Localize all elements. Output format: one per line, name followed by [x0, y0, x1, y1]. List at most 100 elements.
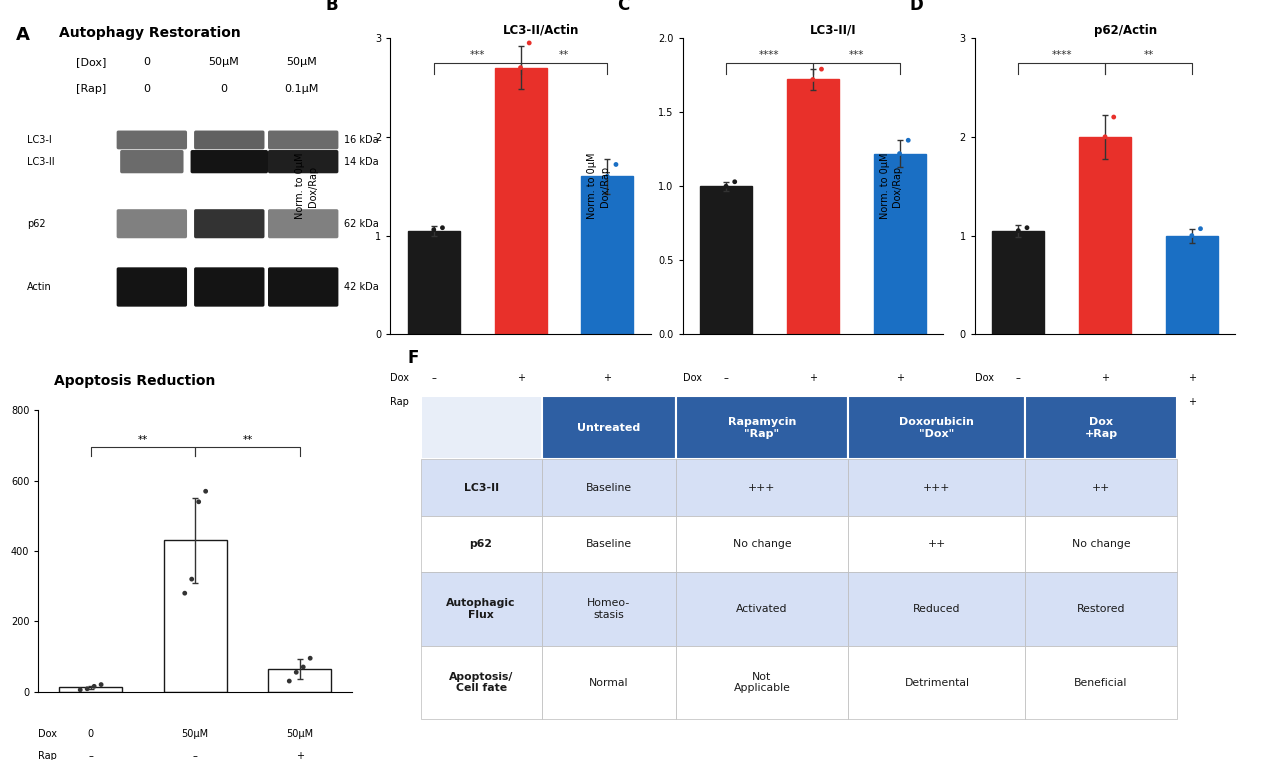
Point [589, 188, 609, 200]
Point [1000, 227, 1020, 239]
Point [1190, 223, 1211, 235]
Text: Not
Applicable: Not Applicable [733, 672, 790, 693]
Text: +: + [603, 397, 612, 407]
Bar [541, 646, 676, 719]
Text: Dox: Dox [682, 373, 701, 383]
Bar [541, 572, 676, 646]
Text: p62: p62 [27, 219, 46, 229]
Text: **: ** [559, 50, 570, 60]
Text: LC3-II: LC3-II [27, 157, 55, 166]
Text: 14 kDa: 14 kDa [343, 157, 379, 166]
Title: LC3-II/Actin: LC3-II/Actin [503, 24, 580, 36]
Text: Baseline: Baseline [585, 539, 631, 549]
FancyBboxPatch shape [268, 150, 338, 173]
FancyBboxPatch shape [195, 209, 265, 239]
Text: +: + [603, 373, 612, 383]
Text: 50μM: 50μM [209, 57, 239, 67]
Text: Apoptosis Reduction: Apoptosis Reduction [54, 374, 215, 388]
Text: [Dox]: [Dox] [76, 57, 106, 67]
Text: +++: +++ [923, 483, 951, 492]
Point [707, 185, 727, 197]
Point [596, 170, 617, 182]
Text: –: – [723, 373, 728, 383]
Text: 0.1μM: 0.1μM [284, 84, 319, 94]
Point [285, 667, 306, 679]
Bar [873, 154, 925, 334]
Text: D: D [910, 0, 924, 14]
Point [174, 587, 195, 599]
Text: ****: **** [1051, 50, 1071, 60]
Bar [541, 516, 676, 572]
Bar [787, 80, 838, 334]
FancyBboxPatch shape [191, 150, 268, 173]
Point [196, 485, 216, 497]
Text: +: + [896, 397, 904, 407]
Text: 50μM: 50μM [285, 57, 317, 67]
Text: 16 kDa: 16 kDa [343, 135, 379, 145]
Text: –: – [723, 397, 728, 407]
Text: –: – [193, 752, 197, 760]
Bar [541, 396, 676, 459]
Point [182, 573, 202, 585]
FancyBboxPatch shape [116, 268, 187, 307]
Text: No change: No change [1071, 539, 1130, 549]
Bar [421, 396, 541, 459]
Text: Baseline: Baseline [585, 483, 631, 492]
Point [1172, 236, 1193, 249]
Bar [676, 516, 849, 572]
Text: 50μM: 50μM [182, 729, 209, 739]
Text: Rapamycin
"Rap": Rapamycin "Rap" [728, 417, 796, 439]
Point [511, 62, 531, 74]
Text: ***: *** [470, 50, 485, 60]
Text: Autophagic
Flux: Autophagic Flux [447, 598, 516, 620]
Point [91, 679, 111, 691]
Bar [849, 459, 1025, 516]
Bar [541, 459, 676, 516]
Bar [849, 516, 1025, 572]
Bar [849, 646, 1025, 719]
Point [293, 661, 314, 673]
Point [1016, 222, 1037, 234]
Text: Restored: Restored [1076, 604, 1125, 614]
Point [794, 84, 814, 96]
Bar [1079, 137, 1132, 334]
FancyBboxPatch shape [268, 209, 338, 239]
Y-axis label: Norm. to 0μM
Dox/Rap: Norm. to 0μM Dox/Rap [879, 153, 902, 220]
FancyBboxPatch shape [116, 209, 187, 239]
Text: Dox: Dox [38, 729, 58, 739]
Text: +: + [1188, 373, 1196, 383]
Point [1087, 150, 1107, 163]
Text: **: ** [1143, 50, 1153, 60]
Bar [1025, 459, 1176, 516]
Text: 42 kDa: 42 kDa [343, 282, 379, 292]
Bar [421, 459, 541, 516]
Bar [421, 572, 541, 646]
Text: No change: No change [732, 539, 791, 549]
Bar [1025, 572, 1176, 646]
Text: ++: ++ [1092, 483, 1110, 492]
Text: –: – [1016, 397, 1020, 407]
Text: +: + [517, 373, 525, 383]
Text: –: – [1016, 373, 1020, 383]
Bar [1166, 236, 1217, 334]
Text: ++: ++ [928, 539, 946, 549]
Bar [676, 572, 849, 646]
Bar [676, 459, 849, 516]
Bar [676, 646, 849, 719]
Text: Activated: Activated [736, 604, 787, 614]
FancyBboxPatch shape [268, 131, 338, 149]
Text: **: ** [138, 435, 148, 445]
Bar [849, 396, 1025, 459]
FancyBboxPatch shape [195, 268, 265, 307]
Text: –: – [431, 373, 436, 383]
Text: Dox: Dox [390, 373, 410, 383]
Bar [1025, 396, 1176, 459]
Text: C: C [617, 0, 630, 14]
FancyBboxPatch shape [268, 268, 338, 307]
Text: LC3-II: LC3-II [463, 483, 499, 492]
Bar [1025, 516, 1176, 572]
Bar [164, 540, 227, 692]
Text: 0: 0 [143, 84, 150, 94]
Bar [421, 646, 541, 719]
Point [812, 63, 832, 75]
